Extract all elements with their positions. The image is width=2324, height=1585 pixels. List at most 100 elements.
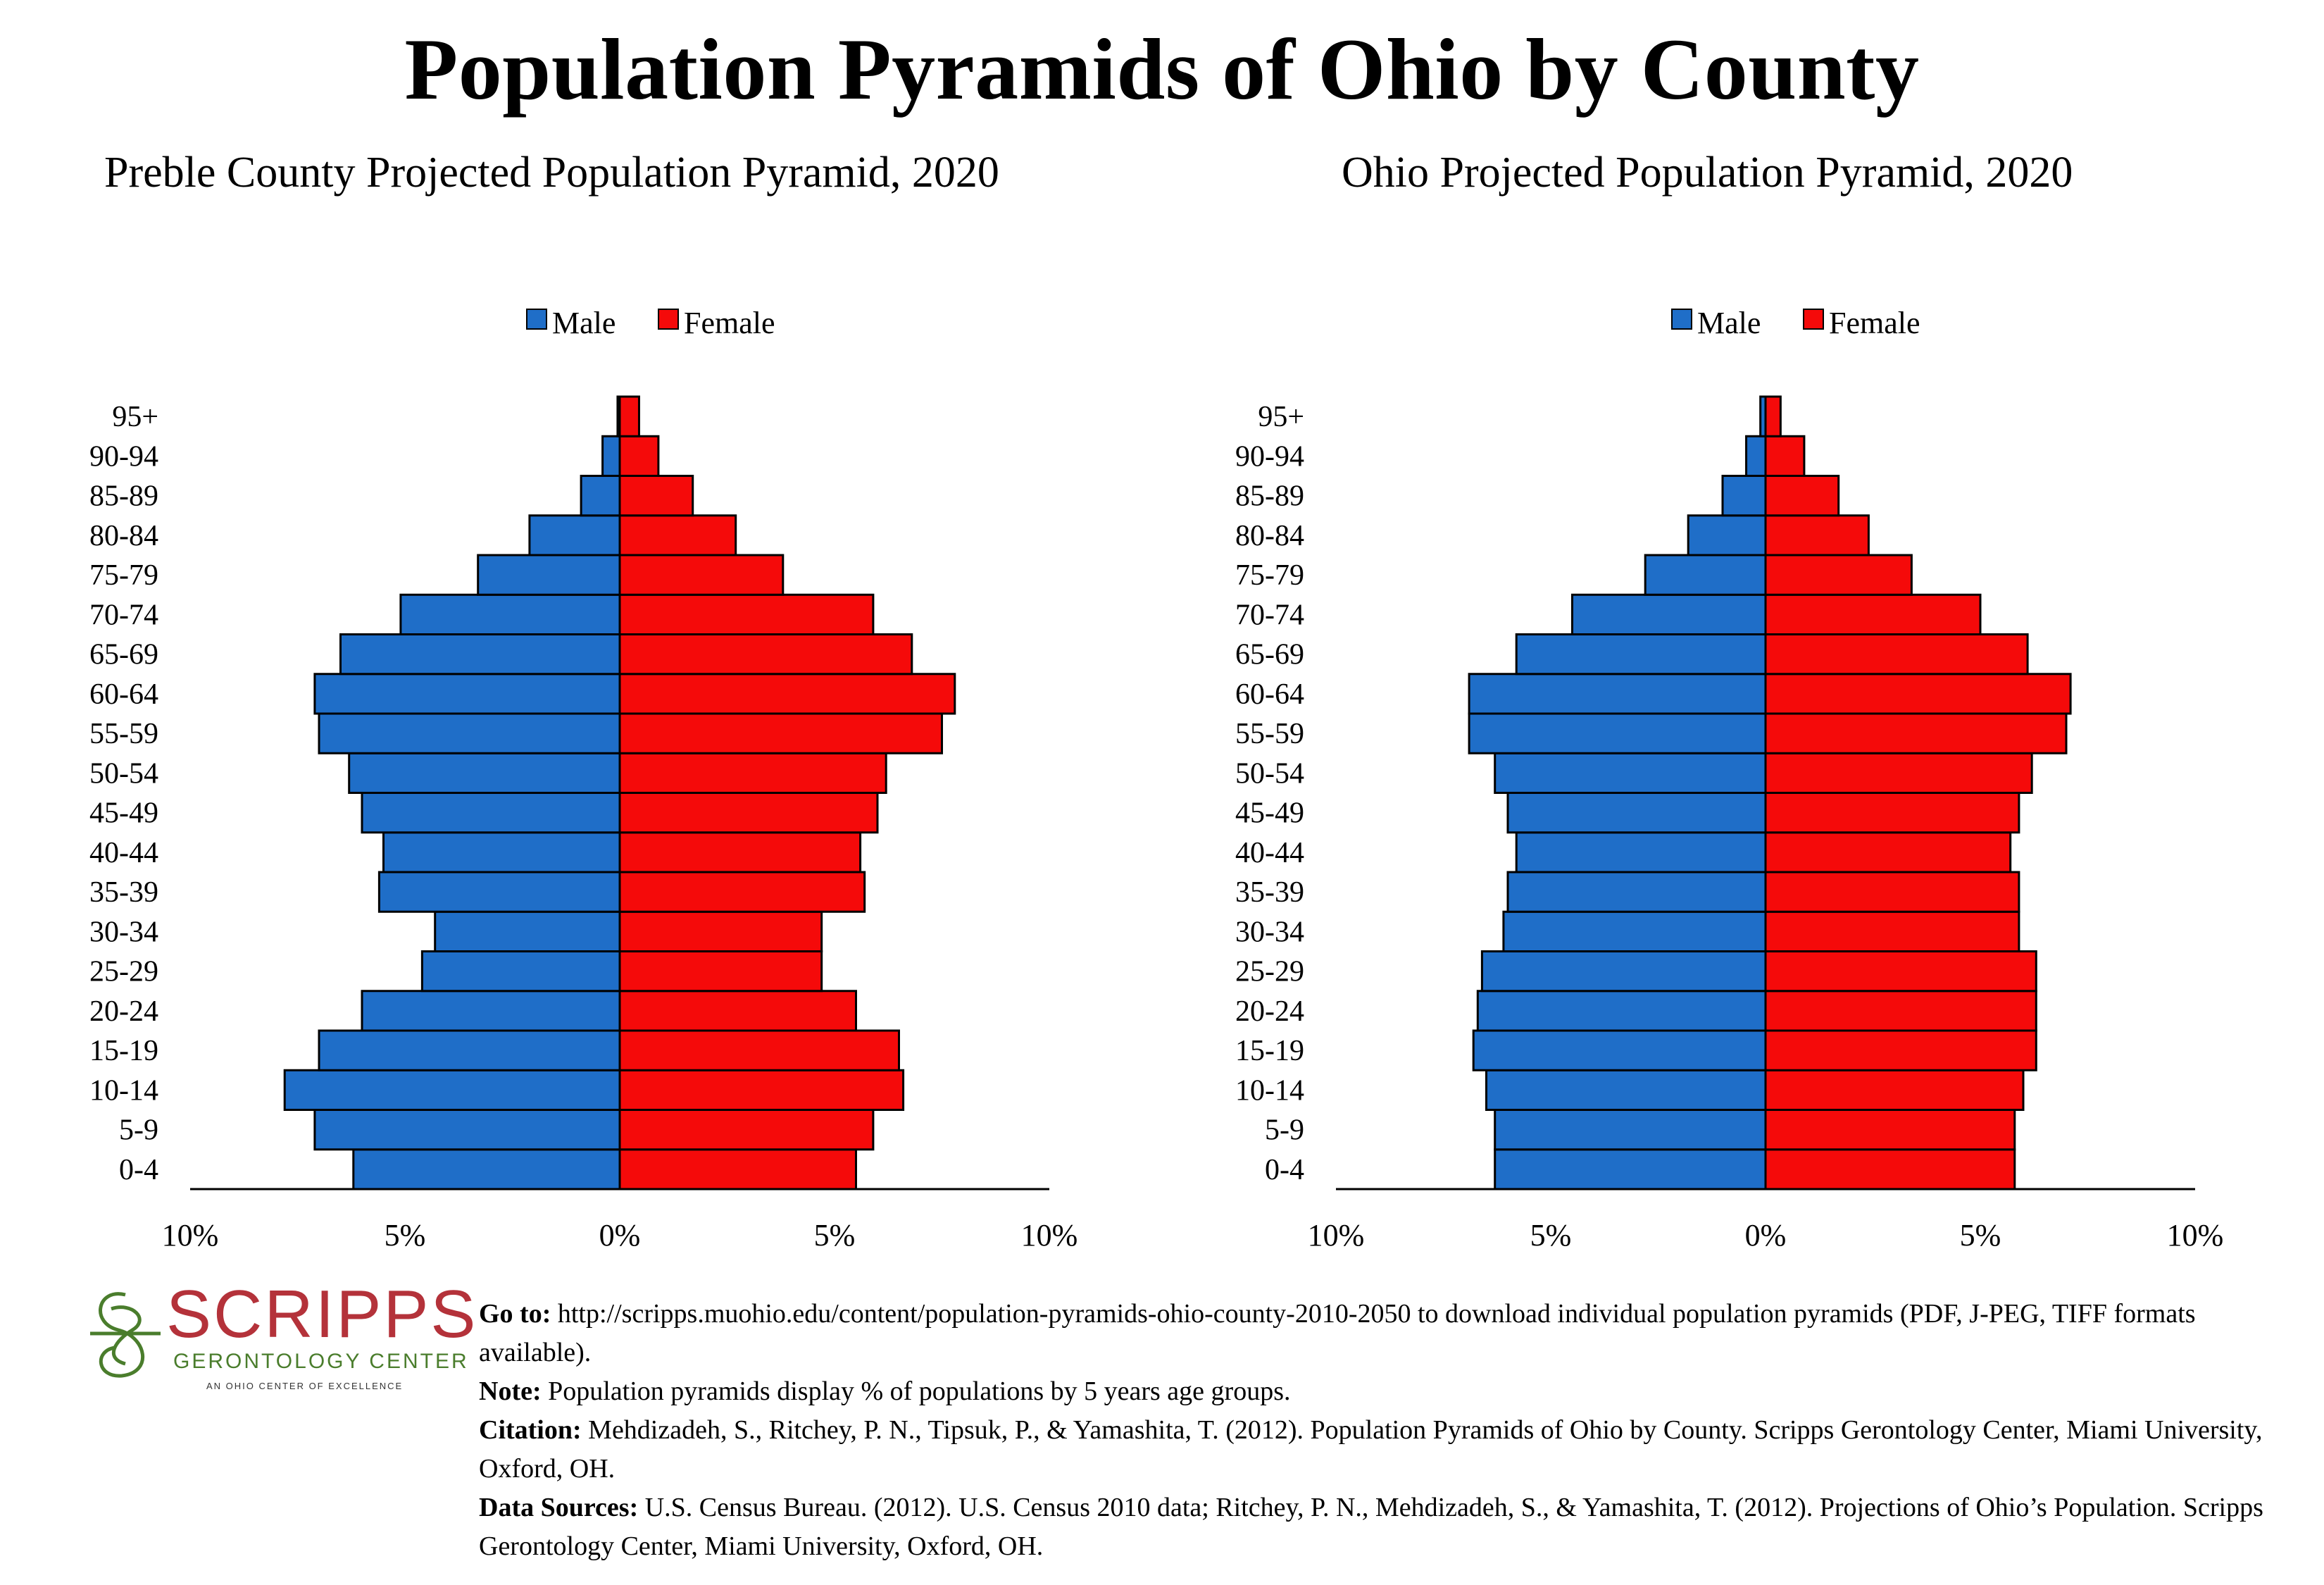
goto-label: Go to:: [479, 1299, 551, 1329]
scripps-logo: SCRIPPS GERONTOLOGY CENTER AN OHIO CENTE…: [83, 1281, 475, 1407]
bar-female-25-29-preble: [618, 950, 823, 993]
bar-female-10-14-preble: [618, 1069, 905, 1111]
sources-line: Data Sources: U.S. Census Bureau. (2012)…: [479, 1488, 2310, 1566]
bar-male-45-49-preble: [361, 792, 621, 834]
age-label-35-39-preble: 35-39: [89, 876, 158, 909]
age-label-55-59-preble: 55-59: [89, 718, 158, 750]
bar-male-25-29-preble: [420, 950, 621, 993]
bar-female-95+-preble: [618, 395, 640, 437]
legend-label-female-ohio: Female: [1829, 306, 1920, 340]
bar-female-90-94-ohio: [1764, 435, 1806, 477]
age-label-15-19-ohio: 15-19: [1235, 1035, 1304, 1067]
bar-female-30-34-preble: [618, 910, 823, 952]
bar-female-35-39-preble: [618, 871, 866, 913]
age-label-10-14-preble: 10-14: [89, 1074, 158, 1107]
age-label-0-4-ohio: 0-4: [1265, 1154, 1304, 1186]
age-label-20-24-ohio: 20-24: [1235, 995, 1304, 1028]
age-label-40-44-ohio: 40-44: [1235, 837, 1304, 869]
bar-female-70-74-ohio: [1764, 593, 1982, 635]
logo-tagline: AN OHIO CENTER OF EXCELLENCE: [206, 1381, 404, 1391]
x-tick-label-ohio: 5%: [1960, 1218, 2001, 1253]
bar-female-20-24-preble: [618, 990, 857, 1032]
bar-female-40-44-ohio: [1764, 831, 2012, 874]
bar-female-95+-ohio: [1764, 395, 1782, 437]
x-tick-label-ohio: 5%: [1530, 1218, 1572, 1253]
bar-male-10-14-ohio: [1485, 1069, 1767, 1111]
age-label-70-74-preble: 70-74: [89, 599, 158, 631]
x-tick-label-preble: 10%: [1021, 1218, 1078, 1253]
bar-male-85-89-preble: [580, 475, 621, 517]
bar-male-20-24-preble: [361, 990, 621, 1032]
legend-swatch-female-ohio: [1803, 309, 1824, 330]
swirl-logo-icon: [90, 1292, 161, 1378]
bar-male-60-64-preble: [313, 673, 621, 715]
bar-female-45-49-ohio: [1764, 792, 2020, 834]
age-label-90-94-preble: 90-94: [89, 440, 158, 473]
bar-female-20-24-ohio: [1764, 990, 2037, 1032]
bar-male-40-44-preble: [382, 831, 621, 874]
pyramid-charts: Male Female 0-4 5-9 10-14 15-19 20-24 25-29 30-3…: [89, 306, 2224, 1253]
sources-text: U.S. Census Bureau. (2012). U.S. Census …: [479, 1493, 2263, 1561]
chart-title-ohio: Ohio Projected Population Pyramid, 2020: [1342, 149, 2073, 197]
age-label-80-84-preble: 80-84: [89, 520, 158, 552]
legend-label-male-ohio: Male: [1697, 306, 1761, 340]
legend-label-male-preble: Male: [552, 306, 616, 340]
bar-female-45-49-preble: [618, 792, 879, 834]
age-label-20-24-preble: 20-24: [89, 995, 158, 1028]
chart-title-preble: Preble County Projected Population Pyram…: [104, 149, 999, 197]
age-label-50-54-ohio: 50-54: [1235, 757, 1304, 790]
bar-female-80-84-ohio: [1764, 514, 1870, 557]
bar-female-65-69-preble: [618, 633, 913, 676]
bar-male-0-4-preble: [352, 1148, 621, 1191]
x-tick-label-preble: 5%: [814, 1218, 856, 1253]
age-label-75-79-ohio: 75-79: [1235, 559, 1304, 592]
bar-female-55-59-preble: [618, 712, 943, 754]
age-label-90-94-ohio: 90-94: [1235, 440, 1304, 473]
bar-male-75-79-preble: [477, 554, 621, 596]
x-tick-label-ohio: 0%: [1745, 1218, 1787, 1253]
goto-note: Go to: http://scripps.muohio.edu/content…: [479, 1295, 2310, 1372]
age-label-30-34-preble: 30-34: [89, 916, 158, 948]
bar-female-5-9-ohio: [1764, 1109, 2016, 1151]
bar-female-40-44-preble: [618, 831, 862, 874]
x-tick-label-preble: 5%: [385, 1218, 426, 1253]
bar-male-90-94-preble: [601, 435, 621, 477]
bar-male-25-29-ohio: [1480, 950, 1767, 993]
bar-female-80-84-preble: [618, 514, 737, 557]
bar-male-0-4-ohio: [1494, 1148, 1767, 1191]
bar-female-75-79-preble: [618, 554, 785, 596]
bar-male-70-74-ohio: [1571, 593, 1767, 635]
age-label-35-39-ohio: 35-39: [1235, 876, 1304, 909]
footnotes: Go to: http://scripps.muohio.edu/content…: [479, 1295, 2310, 1566]
bar-female-65-69-ohio: [1764, 633, 2029, 676]
bar-male-85-89-ohio: [1721, 475, 1767, 517]
bar-female-5-9-preble: [618, 1109, 875, 1151]
age-label-70-74-ohio: 70-74: [1235, 599, 1304, 631]
age-label-10-14-ohio: 10-14: [1235, 1074, 1304, 1107]
age-label-0-4-preble: 0-4: [119, 1154, 158, 1186]
bar-female-60-64-ohio: [1764, 673, 2072, 715]
bar-male-80-84-preble: [528, 514, 621, 557]
age-label-45-49-ohio: 45-49: [1235, 797, 1304, 830]
bar-male-70-74-preble: [399, 593, 621, 635]
bar-male-55-59-preble: [318, 712, 621, 754]
bar-male-10-14-preble: [283, 1069, 621, 1111]
bar-male-5-9-ohio: [1494, 1109, 1767, 1151]
x-tick-label-ohio: 10%: [2167, 1218, 2224, 1253]
age-label-25-29-preble: 25-29: [89, 956, 158, 988]
bar-male-55-59-ohio: [1468, 712, 1767, 754]
legend-label-female-preble: Female: [684, 306, 775, 340]
logo-wordmark: SCRIPPS: [166, 1276, 478, 1352]
age-label-5-9-preble: 5-9: [119, 1114, 158, 1147]
bar-female-30-34-ohio: [1764, 910, 2020, 952]
age-label-55-59-ohio: 55-59: [1235, 718, 1304, 750]
age-label-65-69-preble: 65-69: [89, 639, 158, 671]
bar-male-30-34-preble: [434, 910, 621, 952]
note-text: Population pyramids display % of populat…: [541, 1376, 1291, 1406]
age-label-85-89-preble: 85-89: [89, 480, 158, 513]
x-tick-label-ohio: 10%: [1308, 1218, 1365, 1253]
bar-male-35-39-preble: [377, 871, 621, 913]
bar-female-15-19-ohio: [1764, 1029, 2037, 1071]
bar-female-0-4-preble: [618, 1148, 857, 1191]
bar-female-90-94-preble: [618, 435, 660, 477]
